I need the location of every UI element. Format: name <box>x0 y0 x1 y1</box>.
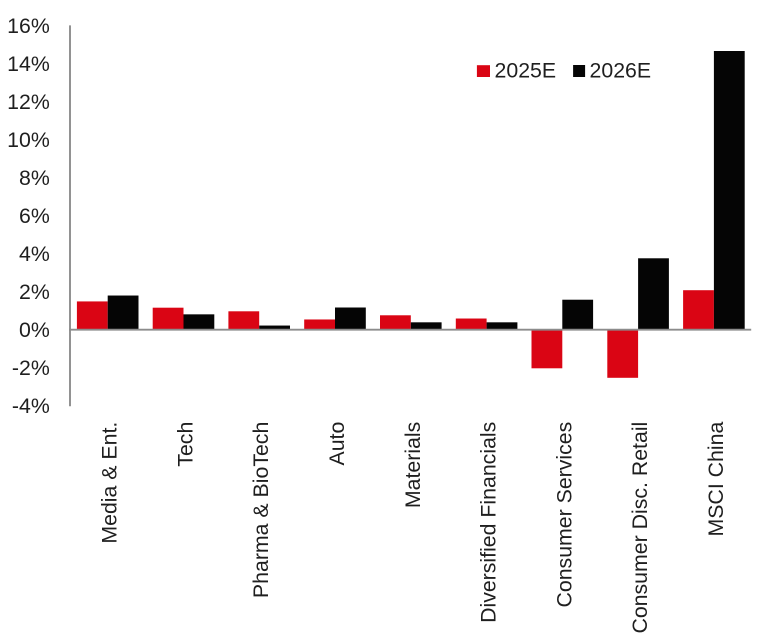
svg-text:2026E: 2026E <box>590 58 652 82</box>
svg-text:8%: 8% <box>19 166 50 190</box>
svg-text:Materials: Materials <box>401 422 425 508</box>
svg-text:16%: 16% <box>7 14 50 38</box>
svg-text:12%: 12% <box>7 90 50 114</box>
svg-text:4%: 4% <box>19 242 50 266</box>
svg-text:6%: 6% <box>19 204 50 228</box>
svg-text:Auto: Auto <box>325 422 349 466</box>
svg-text:Pharma & BioTech: Pharma & BioTech <box>249 422 273 598</box>
svg-text:2025E: 2025E <box>495 58 557 82</box>
svg-text:Tech: Tech <box>174 422 198 467</box>
svg-text:-2%: -2% <box>12 356 50 380</box>
svg-text:Diversified Financials: Diversified Financials <box>477 422 501 623</box>
svg-text:Consumer Disc. Retail: Consumer Disc. Retail <box>628 422 652 634</box>
svg-text:Consumer Services: Consumer Services <box>552 422 576 608</box>
svg-text:2%: 2% <box>19 280 50 304</box>
svg-text:-4%: -4% <box>12 394 50 418</box>
svg-text:MSCI China: MSCI China <box>704 422 728 537</box>
svg-text:14%: 14% <box>7 52 50 76</box>
svg-text:Media & Ent.: Media & Ent. <box>98 422 122 544</box>
svg-text:10%: 10% <box>7 128 50 152</box>
svg-text:0%: 0% <box>19 318 50 342</box>
